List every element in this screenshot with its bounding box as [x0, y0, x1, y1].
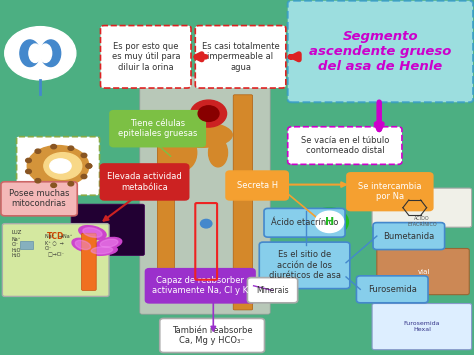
Ellipse shape: [72, 238, 94, 252]
FancyBboxPatch shape: [226, 171, 288, 200]
Text: Na⁺   →Na⁺: Na⁺ →Na⁺: [45, 234, 73, 239]
Text: Furosemida: Furosemida: [368, 285, 417, 294]
FancyBboxPatch shape: [17, 137, 100, 195]
Ellipse shape: [29, 44, 41, 62]
Ellipse shape: [168, 135, 197, 170]
FancyBboxPatch shape: [71, 204, 145, 256]
FancyBboxPatch shape: [82, 233, 96, 290]
FancyBboxPatch shape: [146, 269, 255, 303]
FancyBboxPatch shape: [372, 304, 472, 350]
Circle shape: [191, 100, 227, 127]
FancyBboxPatch shape: [100, 26, 191, 88]
Text: Es por esto que
es muy útil para
diluir la orina: Es por esto que es muy útil para diluir …: [111, 42, 180, 72]
FancyBboxPatch shape: [195, 26, 286, 88]
FancyBboxPatch shape: [356, 276, 428, 303]
FancyBboxPatch shape: [160, 318, 264, 353]
Text: Es casi totalmente
impermeable al
agua: Es casi totalmente impermeable al agua: [201, 42, 280, 72]
Text: Elevada actividad
metabólica: Elevada actividad metabólica: [107, 172, 182, 192]
Circle shape: [35, 179, 41, 183]
Text: LUZ: LUZ: [12, 230, 22, 235]
FancyBboxPatch shape: [233, 95, 253, 310]
FancyBboxPatch shape: [259, 242, 350, 289]
Circle shape: [68, 146, 74, 150]
FancyBboxPatch shape: [110, 111, 205, 147]
Ellipse shape: [171, 122, 232, 147]
Ellipse shape: [20, 40, 40, 67]
Circle shape: [201, 219, 212, 228]
Ellipse shape: [209, 138, 228, 167]
Ellipse shape: [79, 226, 106, 239]
FancyBboxPatch shape: [264, 208, 345, 237]
Ellipse shape: [96, 237, 122, 249]
Text: □→Cl⁻: □→Cl⁻: [45, 251, 64, 256]
FancyBboxPatch shape: [347, 173, 433, 211]
Text: Se vacía en el túbulo
contorneado distal: Se vacía en el túbulo contorneado distal: [301, 136, 389, 155]
Ellipse shape: [39, 44, 52, 62]
Text: Es el sitio de
acción de los
diuréticos de asa: Es el sitio de acción de los diuréticos …: [269, 251, 340, 280]
Circle shape: [26, 169, 31, 174]
Circle shape: [81, 174, 87, 179]
FancyBboxPatch shape: [373, 223, 445, 250]
Ellipse shape: [41, 40, 61, 67]
Circle shape: [86, 164, 91, 168]
Text: vial: vial: [418, 269, 430, 274]
FancyBboxPatch shape: [247, 278, 298, 303]
Text: Tiene células
epiteliales gruesas: Tiene células epiteliales gruesas: [118, 119, 197, 138]
Ellipse shape: [50, 159, 71, 173]
Text: Segmento
ascendente grueso
del asa de Henle: Segmento ascendente grueso del asa de He…: [309, 30, 452, 73]
Text: Cl⁻: Cl⁻: [45, 246, 53, 251]
Circle shape: [51, 144, 56, 149]
Text: Furosemida
Hexal: Furosemida Hexal: [403, 321, 440, 332]
Ellipse shape: [44, 153, 82, 179]
Ellipse shape: [100, 239, 118, 247]
FancyBboxPatch shape: [372, 188, 472, 227]
Text: H₂O: H₂O: [12, 253, 21, 258]
Circle shape: [310, 208, 348, 236]
Text: Se intercambia
por Na: Se intercambia por Na: [358, 182, 421, 201]
FancyBboxPatch shape: [157, 134, 174, 278]
FancyBboxPatch shape: [288, 127, 402, 164]
FancyBboxPatch shape: [377, 248, 469, 295]
Circle shape: [5, 27, 76, 80]
Ellipse shape: [75, 240, 91, 250]
FancyBboxPatch shape: [288, 1, 473, 102]
Text: K⁺ ○  →: K⁺ ○ →: [45, 241, 64, 246]
Circle shape: [51, 183, 56, 187]
Text: TCD: TCD: [47, 232, 64, 241]
Circle shape: [35, 149, 41, 153]
Ellipse shape: [87, 245, 117, 255]
FancyBboxPatch shape: [140, 76, 270, 314]
Circle shape: [86, 164, 91, 168]
Ellipse shape: [83, 228, 102, 237]
Ellipse shape: [27, 146, 89, 186]
FancyBboxPatch shape: [100, 164, 189, 200]
Circle shape: [198, 106, 219, 121]
Circle shape: [26, 158, 31, 163]
Circle shape: [68, 182, 74, 186]
Text: Posee muchas
mitocondrias: Posee muchas mitocondrias: [9, 189, 69, 208]
Text: Na⁺: Na⁺: [12, 237, 21, 242]
Text: Minerais: Minerais: [256, 286, 289, 295]
Text: Secreta H: Secreta H: [237, 181, 278, 190]
Circle shape: [81, 153, 87, 158]
Text: Cl⁻: Cl⁻: [12, 242, 19, 247]
FancyBboxPatch shape: [2, 224, 109, 296]
Text: H: H: [325, 217, 334, 227]
Text: Bumetanida: Bumetanida: [383, 231, 435, 241]
Text: También reabsorbe
Ca, Mg y HCO₃⁻: También reabsorbe Ca, Mg y HCO₃⁻: [172, 326, 253, 345]
FancyBboxPatch shape: [20, 241, 33, 248]
Text: Capaz de reabsorber
activamente Na, Cl y K: Capaz de reabsorber activamente Na, Cl y…: [152, 276, 248, 295]
Text: Ácido etacrínico: Ácido etacrínico: [271, 218, 338, 227]
Circle shape: [315, 211, 344, 233]
Text: H₂O: H₂O: [12, 248, 21, 253]
Ellipse shape: [91, 247, 113, 254]
Text: ÁCIDO
ETACRÍNICO: ÁCIDO ETACRÍNICO: [407, 217, 437, 227]
FancyBboxPatch shape: [1, 182, 77, 216]
